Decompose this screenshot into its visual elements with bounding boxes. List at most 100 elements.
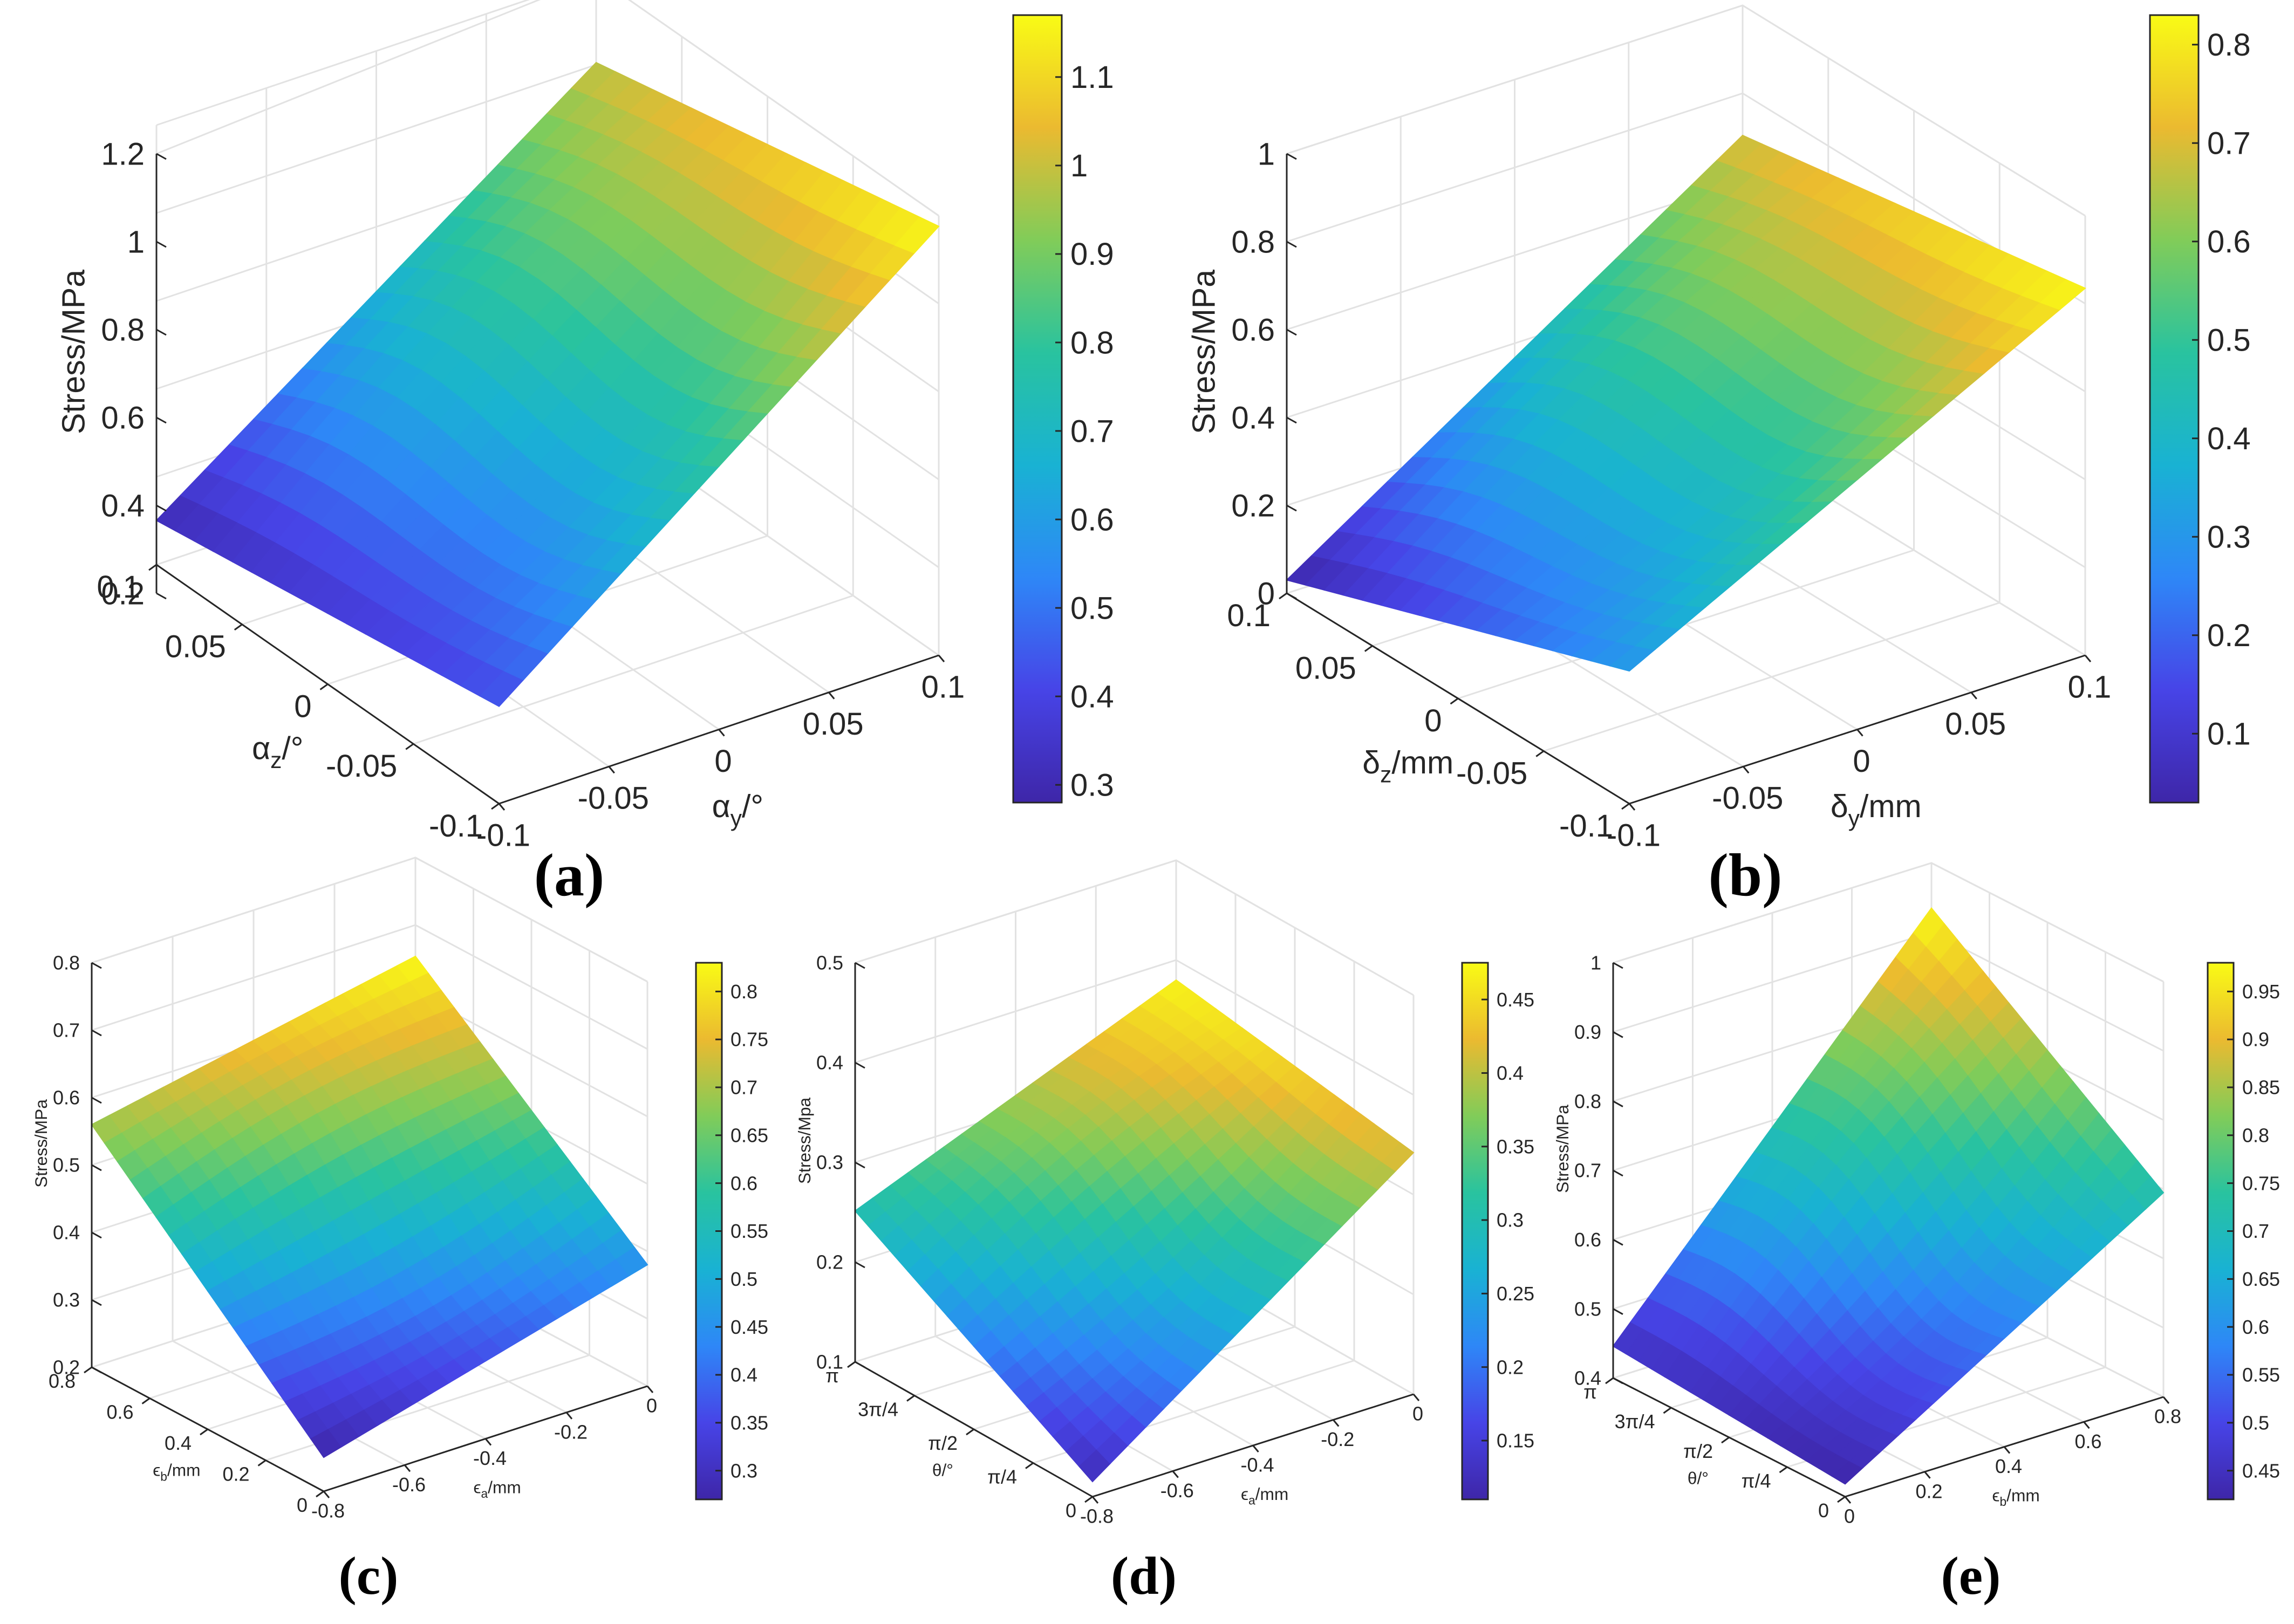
right-axis-tick-label: 0: [1844, 1505, 1855, 1527]
right-axis-tick: [1924, 1471, 1931, 1479]
z-tick: [91, 1097, 102, 1104]
z-tick-label: 0.5: [1574, 1298, 1601, 1320]
left-axis-tick: [1279, 592, 1287, 600]
z-tick-label: 0.8: [53, 952, 80, 974]
right-axis-tick-label: -0.05: [578, 781, 649, 816]
right-axis-tick: [484, 1438, 492, 1446]
left-axis-tick: [84, 1366, 92, 1374]
left-axis-tick-label: 0: [1424, 703, 1442, 738]
colorbar-tick-label: 0.7: [1070, 414, 1114, 449]
chart-panel-c: 0.20.30.40.50.60.70.80.80.60.40.20 -0.8-0…: [31, 856, 768, 1606]
right-axis-tick: [2003, 1446, 2011, 1454]
colorbar-gradient: [1461, 962, 1489, 1500]
z-tick: [91, 1366, 102, 1374]
panel-label-b: (b): [1709, 842, 1783, 909]
right-axis-label: ϵb/mm: [1992, 1485, 2039, 1509]
right-axis-tick-label: -0.4: [1240, 1454, 1274, 1476]
z-tick: [855, 1061, 865, 1069]
left-axis-tick: [141, 1397, 151, 1404]
right-axis-tick: [404, 1464, 411, 1472]
z-tick-label: 0.1: [816, 1351, 843, 1373]
left-axis-tick-label: 0.2: [222, 1463, 249, 1485]
z-tick-label: 1: [1258, 136, 1275, 172]
z-tick-label: 0.2: [816, 1251, 843, 1273]
right-axis-tick: [608, 766, 615, 774]
colorbar-tick-label: 0.7: [730, 1077, 757, 1099]
right-axis-tick: [2084, 655, 2092, 662]
right-axis-tick-label: -0.4: [473, 1447, 507, 1469]
colorbar-tick-label: 1.1: [1070, 60, 1114, 95]
z-tick: [1613, 1031, 1623, 1038]
right-axis-tick: [2162, 1396, 2170, 1404]
colorbar-tick-label: 0.55: [730, 1220, 768, 1242]
left-axis-tick: [200, 1428, 208, 1436]
z-tick: [91, 1164, 102, 1171]
left-axis-tick: [1837, 1496, 1846, 1503]
z-gridline: [1613, 862, 2164, 983]
left-axis-tick-label: π: [1583, 1381, 1597, 1403]
left-axis-tick: [1025, 1462, 1034, 1469]
colorbar-tick-label: 0.35: [1497, 1135, 1534, 1157]
left-axis-tick: [405, 743, 414, 750]
z-tick: [1613, 1377, 1623, 1385]
right-axis-tick: [1252, 1445, 1259, 1452]
left-axis-label: θ/°: [1688, 1468, 1709, 1488]
colorbar-tick-label: 0.5: [2242, 1411, 2269, 1434]
z-tick: [1286, 416, 1297, 424]
z-tick-label: 0.2: [101, 576, 145, 611]
z-tick: [1613, 1308, 1623, 1315]
right-axis-label: δy/mm: [1831, 789, 1922, 832]
colorbar-tick-label: 0.6: [2207, 224, 2251, 259]
colorbar-tick-label: 0.9: [1070, 237, 1114, 272]
left-axis-tick: [1721, 1436, 1730, 1444]
z-tick: [1286, 241, 1297, 248]
z-tick-label: 0.8: [1574, 1090, 1601, 1112]
z-tick-label: 0.8: [101, 312, 145, 347]
colorbar-tick-label: 0.4: [2207, 421, 2251, 456]
z-axis-label: Stress/MPa: [1186, 270, 1222, 434]
colorbar-tick-label: 0.9: [2242, 1029, 2269, 1051]
z-axis-label: Stress/MPa: [56, 270, 92, 434]
z-tick-label: 0.5: [53, 1154, 80, 1176]
colorbar-e: 0.45 0.5 0.55 0.6 0.65 0.7 0.75 0.8 0.85 0.9 0.95: [2207, 962, 2280, 1500]
z-tick: [156, 592, 167, 600]
left-axis-tick: [148, 564, 157, 571]
left-axis-tick: [1779, 1466, 1788, 1474]
left-axis-tick: [1084, 1496, 1093, 1503]
right-axis-tick: [646, 1386, 654, 1393]
z-tick: [91, 1299, 102, 1306]
z-tick: [855, 1361, 865, 1368]
right-axis-tick-label: -0.1: [476, 818, 530, 853]
colorbar-tick-label: 0.6: [2242, 1316, 2269, 1338]
colorbar-tick-label: 0.3: [1070, 768, 1114, 803]
left-axis-tick-label: 0: [294, 689, 311, 724]
colorbar-tick-label: 0.4: [730, 1364, 757, 1386]
surface-b: [1286, 134, 2086, 672]
right-axis-tick-label: 0.8: [2154, 1406, 2181, 1428]
z-tick-label: 0.6: [53, 1087, 80, 1109]
surface-c: [91, 955, 648, 1458]
right-axis-tick: [718, 729, 725, 737]
z-tick-label: 0.4: [1574, 1367, 1601, 1389]
z-tick-label: 0.4: [101, 488, 145, 523]
z-tick-label: 0.2: [1231, 488, 1275, 523]
colorbar-tick-label: 0.8: [2207, 28, 2251, 63]
colorbar-tick-label: 0.5: [730, 1268, 757, 1290]
left-axis-tick-label: -0.1: [1559, 808, 1613, 844]
right-axis-tick: [2083, 1421, 2090, 1429]
right-axis-tick-label: 0: [1853, 744, 1870, 779]
right-axis-tick: [1743, 766, 1750, 774]
right-axis-tick: [1412, 1394, 1420, 1401]
z-tick-label: 0.8: [1231, 224, 1275, 259]
left-axis-tick: [257, 1459, 267, 1467]
colorbar-gradient: [2207, 962, 2235, 1500]
colorbar-tick-label: 0.95: [2242, 981, 2280, 1003]
z-tick: [1613, 1239, 1623, 1246]
surface-a: [155, 61, 940, 707]
right-axis-tick: [1628, 803, 1636, 811]
z-tick: [156, 416, 167, 424]
z-tick: [91, 1231, 102, 1239]
colorbar-tick-label: 0.5: [2207, 323, 2251, 358]
colorbar-tick-label: 0.45: [1497, 989, 1534, 1011]
